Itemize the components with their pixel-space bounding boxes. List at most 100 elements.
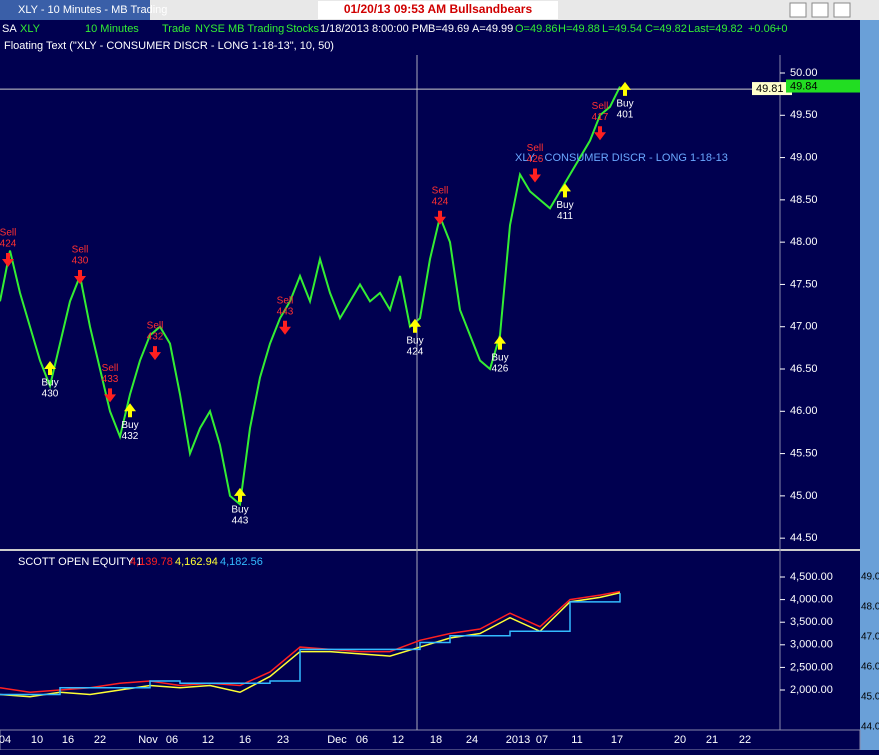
x-tick-label: 07 <box>536 734 548 746</box>
side-label: 45.00 <box>861 692 879 703</box>
buy-arrow <box>409 318 421 333</box>
x-tick-label: 16 <box>62 734 74 746</box>
x-tick-label: 11 <box>571 734 582 746</box>
y-tick-label: 46.50 <box>790 363 818 375</box>
series-line <box>0 590 621 694</box>
buy-arrow <box>44 361 56 376</box>
signal-label: Buy <box>121 420 138 431</box>
side-label: 44.00 <box>861 722 879 733</box>
toolbar <box>0 20 860 37</box>
toolbar-item: L=49.54 <box>602 23 642 35</box>
minimize[interactable] <box>789 2 807 18</box>
signal-shares: 401 <box>617 110 634 121</box>
banner-box <box>318 1 558 19</box>
signal-shares: 424 <box>0 239 17 250</box>
signal-label: Buy <box>556 200 573 211</box>
y-tick-label: 2,500.00 <box>790 661 833 673</box>
signal-shares: 426 <box>492 363 509 374</box>
last-price-label: 49.84 <box>790 80 818 92</box>
buy-arrow <box>124 403 136 418</box>
signal-label: Buy <box>406 335 423 346</box>
toolbar-item: H=49.88 <box>558 23 600 35</box>
signal-label: Sell <box>72 245 89 256</box>
chart-annotation: XLY - CONSUMER DISCR - LONG 1-18-13 <box>515 152 728 164</box>
crosshair-label: 49.81 <box>756 83 784 95</box>
toolbar-item: +0.06 <box>748 23 776 35</box>
toolbar-item: Last=49.82 <box>688 23 743 35</box>
signal-label: Sell <box>102 363 119 374</box>
y-tick-label: 4,500.00 <box>790 571 833 583</box>
x-tick-label: 18 <box>430 734 442 746</box>
signal-shares: 433 <box>102 374 119 385</box>
sell-arrow <box>594 126 606 141</box>
x-tick-label: 20 <box>674 734 686 746</box>
signal-label: Buy <box>41 378 58 389</box>
signal-shares: 424 <box>407 346 424 357</box>
signal-shares: 430 <box>72 256 89 267</box>
toolbar-item: 1/18/2013 8:00:00 PM <box>320 23 428 35</box>
signal-label: Sell <box>277 295 294 306</box>
floating-text: Floating Text ("XLY - CONSUMER DISCR - L… <box>4 40 334 52</box>
buy-arrow <box>619 81 631 96</box>
y-tick-label: 48.00 <box>790 236 818 248</box>
x-tick-label: 24 <box>466 734 478 746</box>
signal-shares: 424 <box>432 196 449 207</box>
signal-label: Sell <box>527 143 544 154</box>
series-line <box>0 592 621 698</box>
x-tick-label: 2013 <box>506 734 530 746</box>
signal-label: Sell <box>432 185 449 196</box>
toolbar-item: SA <box>2 23 17 35</box>
signal-shares: 430 <box>42 389 59 400</box>
x-tick-label: Nov <box>138 734 158 746</box>
x-tick-label: 10 <box>31 734 43 746</box>
buy-arrow <box>559 183 571 198</box>
signal-label: Buy <box>491 352 508 363</box>
series-line <box>0 86 621 507</box>
y-tick-label: 45.50 <box>790 447 818 459</box>
toolbar-item: MB Trading <box>228 23 284 35</box>
sell-arrow <box>2 253 14 268</box>
last-price-box <box>786 79 860 93</box>
y-tick-label: 46.00 <box>790 405 818 417</box>
close[interactable] <box>833 2 851 18</box>
signal-label: Sell <box>0 228 16 239</box>
signal-shares: 426 <box>527 154 544 165</box>
y-tick-label: 49.50 <box>790 109 818 121</box>
window-buttons[interactable] <box>789 2 851 18</box>
y-tick-label: 47.50 <box>790 278 818 290</box>
sell-arrow <box>529 168 541 183</box>
y-tick-label: 2,000.00 <box>790 684 833 696</box>
x-tick-label: 17 <box>611 734 623 746</box>
y-tick-label: 3,000.00 <box>790 639 833 651</box>
window-title: XLY - 10 Minutes - MB Trading <box>18 4 167 16</box>
buy-arrow <box>234 487 246 502</box>
toolbar-item: B=49.69 <box>428 23 469 35</box>
side-label: 49.00 <box>861 572 879 583</box>
price-plot <box>0 55 780 550</box>
signal-shares: 432 <box>147 332 164 343</box>
signal-shares: 443 <box>232 516 249 527</box>
y-tick-label: 3,500.00 <box>790 616 833 628</box>
toolbar-item: Stocks <box>286 23 320 35</box>
x-tick-label: 21 <box>706 734 718 746</box>
title-bar-left <box>0 0 150 20</box>
sell-arrow <box>149 346 161 361</box>
side-label: 47.00 <box>861 632 879 643</box>
x-tick-label: 16 <box>239 734 251 746</box>
toolbar-item: XLY <box>20 23 41 35</box>
y-tick-label: 50.00 <box>790 67 818 79</box>
signal-label: Buy <box>231 505 248 516</box>
signal-label: Sell <box>592 101 609 112</box>
x-tick-label: 22 <box>94 734 106 746</box>
signal-shares: 443 <box>277 306 294 317</box>
toolbar-item: 10 Minutes <box>85 23 139 35</box>
maximize[interactable] <box>811 2 829 18</box>
legend-value: 4,162.94 <box>175 556 218 568</box>
x-tick-label: Dec <box>327 734 347 746</box>
sell-arrow <box>74 269 86 284</box>
sell-arrow <box>104 388 116 403</box>
toolbar-item: +0 <box>775 23 788 35</box>
signal-label: Sell <box>147 321 164 332</box>
toolbar-item: A=49.99 <box>472 23 513 35</box>
